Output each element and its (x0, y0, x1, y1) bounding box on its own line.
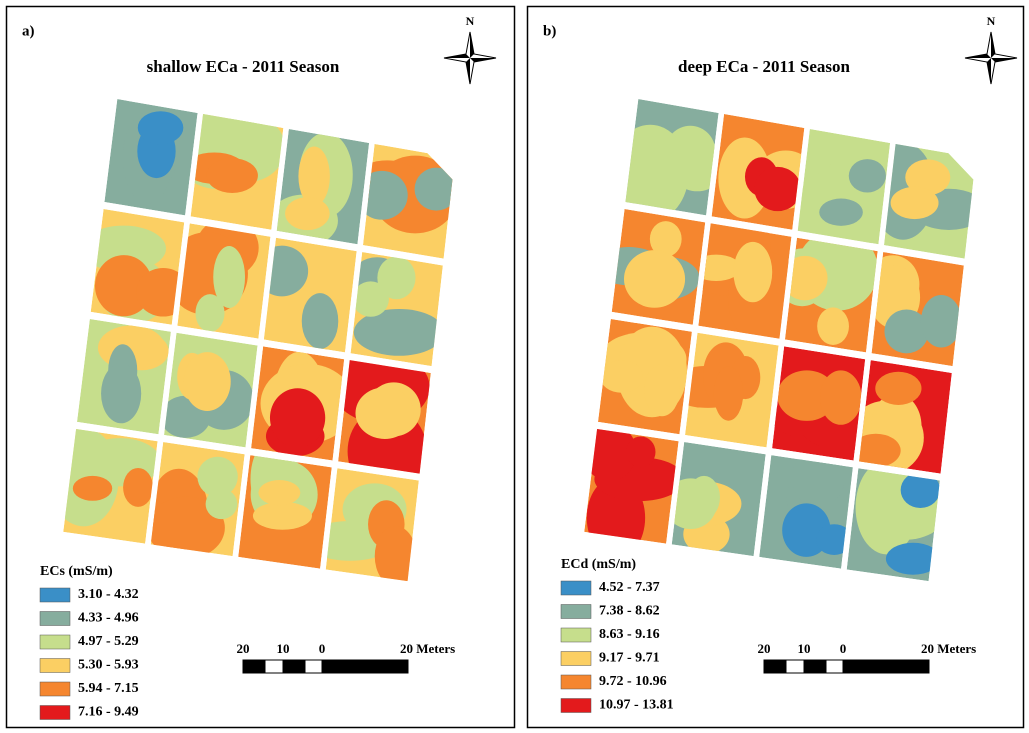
plot (63, 428, 158, 544)
plot (685, 332, 779, 448)
plot (276, 128, 370, 245)
plot (150, 442, 245, 557)
plot (238, 455, 332, 569)
plot (104, 98, 198, 216)
plot (772, 346, 866, 461)
legend-swatch (560, 604, 592, 619)
north-arrow (443, 31, 497, 85)
legend-swatch (560, 698, 592, 713)
panel-frame (526, 5, 1025, 729)
legend-label: 10.97 - 13.81 (599, 698, 674, 713)
legend-label: 4.97 - 5.29 (78, 634, 139, 649)
plot (263, 237, 357, 353)
north-label: N (466, 14, 475, 28)
legend-label: 9.17 - 9.71 (599, 651, 660, 666)
plot (164, 332, 258, 448)
plot (611, 208, 706, 325)
scale-label: 20 Meters (400, 641, 455, 656)
plot (90, 208, 185, 325)
legend-swatch (39, 705, 71, 720)
plot (362, 143, 453, 259)
legend-swatch (39, 611, 71, 626)
plot (784, 237, 878, 353)
scale-label: 0 (319, 641, 326, 656)
legend-label: 4.52 - 7.37 (599, 580, 660, 595)
legend-swatch (560, 627, 592, 643)
scale-label: 0 (840, 641, 847, 656)
scale-label: 20 (758, 641, 771, 656)
panel-label: a) (22, 23, 35, 39)
panel-label: b) (543, 23, 556, 39)
plot (711, 113, 805, 230)
plot (584, 428, 679, 544)
plot (76, 318, 171, 435)
scale-label: 10 (277, 641, 290, 656)
legend-label: 5.94 - 7.15 (78, 681, 139, 696)
plot (625, 98, 719, 216)
legend-title: ECd (mS/m) (561, 557, 636, 572)
plot (883, 143, 974, 259)
legend-swatch (39, 634, 71, 650)
legend-swatch (39, 587, 71, 603)
north-label: N (987, 14, 996, 28)
map-panel: a) shallow ECa - 2011 Season N ECs (mS/m) 3.… (5, 5, 516, 729)
map-panel: b) deep ECa - 2011 Season N ECd (mS/m) 4.52 … (526, 5, 1025, 729)
field-map (63, 98, 453, 582)
legend-label: 5.30 - 5.93 (78, 658, 139, 673)
plot (871, 252, 964, 367)
field-map (584, 98, 974, 582)
legend-swatch (39, 681, 71, 697)
legend-title: ECs (mS/m) (40, 564, 113, 579)
plot (846, 468, 940, 582)
map-title: deep ECa - 2011 Season (678, 57, 850, 76)
panel-frame (5, 5, 516, 729)
scale-bar (242, 659, 409, 674)
plot (671, 442, 766, 557)
scale-label: 10 (798, 641, 811, 656)
legend-swatch (39, 658, 71, 673)
legend-swatch (560, 674, 592, 690)
legend-label: 3.10 - 4.32 (78, 587, 139, 602)
plot (797, 128, 891, 245)
scale-bar (763, 659, 930, 674)
plot (350, 252, 443, 367)
plot (859, 360, 952, 474)
scale-label: 20 Meters (921, 641, 976, 656)
legend-swatch (560, 651, 592, 666)
plot (177, 223, 271, 339)
legend-label: 8.63 - 9.16 (599, 627, 660, 642)
map-title: shallow ECa - 2011 Season (147, 57, 340, 76)
plot (597, 318, 692, 435)
legend-swatch (560, 580, 592, 596)
scale-label: 20 (237, 641, 250, 656)
legend-label: 4.33 - 4.96 (78, 611, 139, 626)
plot (251, 346, 345, 461)
plot (759, 455, 853, 569)
legend-label: 7.16 - 9.49 (78, 705, 139, 720)
legend-label: 7.38 - 8.62 (599, 604, 660, 619)
legend-label: 9.72 - 10.96 (599, 674, 667, 689)
north-arrow (964, 31, 1018, 85)
